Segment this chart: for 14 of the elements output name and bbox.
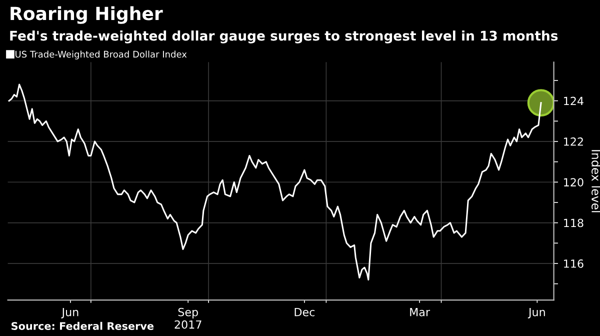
y-tick-label: 116 [564,259,584,268]
legend-label: US Trade-Weighted Broad Dollar Index [16,50,187,60]
y-tick-label: 120 [564,178,584,186]
y-tick-label: 118 [564,218,584,228]
x-tick-label: Dec [294,308,315,316]
y-tick-label: 124 [564,96,584,106]
y-tick-label: 122 [564,137,583,146]
chart-title: Roaring Higher [10,6,163,24]
x-tick-label: Jun [61,308,78,318]
x-tick-label: Jun [528,308,545,318]
source-note: Source: Federal Reserve [12,322,154,330]
x-tick-label: Mar [410,308,430,316]
chart-subtitle: Fed's trade-weighted dollar gauge surges to strongest level in 13 months [10,30,558,44]
x-tick-label: Sep 2017 [174,308,202,329]
